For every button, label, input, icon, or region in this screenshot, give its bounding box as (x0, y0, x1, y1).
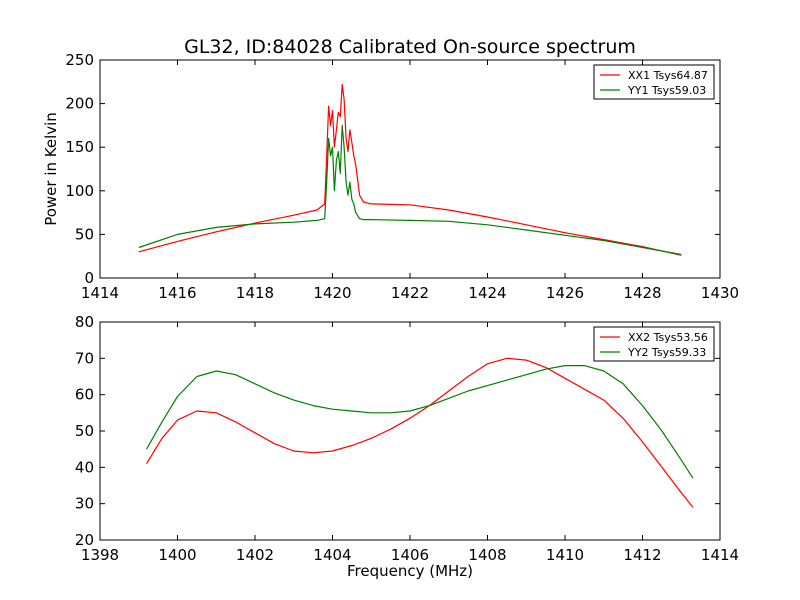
y-tick-label: 40 (75, 458, 94, 476)
legend-frame (593, 64, 715, 100)
legend-label: XX2 Tsys53.56 (628, 331, 708, 344)
series-line-yy (138, 124, 682, 256)
y-tick-label: 250 (65, 51, 94, 69)
y-tick-label: 0 (84, 269, 94, 287)
series-group (145, 357, 694, 508)
x-tick-label: 1412 (623, 546, 661, 564)
legend: XX2 Tsys53.56 YY2 Tsys59.33 (593, 326, 715, 362)
x-tick-label: 1426 (546, 284, 584, 302)
upper-spectrum-plot: 1414 1416 1418 1420 1422 1424 1426 1428 1430 0 50 1… (42, 51, 739, 302)
series-line-yy (145, 365, 694, 479)
legend-frame (593, 326, 715, 362)
y-tick-label: 50 (75, 422, 94, 440)
x-tick-label: 1402 (236, 546, 274, 564)
x-tick-label: 1400 (158, 546, 196, 564)
lower-spectrum-plot: 1398 1400 1402 1404 1406 1408 1410 1412 1414 20 30… (75, 313, 739, 580)
legend-label: XX1 Tsys64.87 (628, 69, 708, 82)
y-tick-label: 70 (75, 349, 94, 367)
y-tick-label: 30 (75, 495, 94, 513)
legend-label: YY2 Tsys59.33 (627, 346, 706, 359)
x-tick-label: 1414 (81, 284, 119, 302)
x-tick-label: 1420 (313, 284, 351, 302)
x-tick-label: 1410 (546, 546, 584, 564)
y-axis-label: Power in Kelvin (42, 112, 60, 226)
x-tick-label: 1404 (313, 546, 351, 564)
y-tick-label: 20 (75, 531, 94, 549)
y-tick-label: 50 (75, 225, 94, 243)
x-tick-label: 1406 (391, 546, 429, 564)
series-line-xx (138, 83, 682, 256)
x-tick-label: 1424 (468, 284, 506, 302)
y-tick-label: 100 (65, 182, 94, 200)
legend: XX1 Tsys64.87 YY1 Tsys59.03 (593, 64, 715, 100)
x-tick-label: 1418 (236, 284, 274, 302)
x-tick-label: 1430 (701, 284, 739, 302)
y-tick-label: 200 (65, 95, 94, 113)
x-tick-label: 1416 (158, 284, 196, 302)
x-tick-label: 1414 (701, 546, 739, 564)
y-tick-label: 150 (65, 138, 94, 156)
series-line-xx (145, 357, 694, 508)
x-tick-label: 1398 (81, 546, 119, 564)
x-tick-label: 1408 (468, 546, 506, 564)
y-tick-label: 60 (75, 386, 94, 404)
y-tick-label: 80 (75, 313, 94, 331)
x-axis-label: Frequency (MHz) (347, 562, 473, 580)
series-group (138, 83, 682, 256)
x-tick-label: 1428 (623, 284, 661, 302)
legend-label: YY1 Tsys59.03 (627, 84, 706, 97)
figure-title: GL32, ID:84028 Calibrated On-source spec… (184, 36, 636, 58)
x-tick-label: 1422 (391, 284, 429, 302)
